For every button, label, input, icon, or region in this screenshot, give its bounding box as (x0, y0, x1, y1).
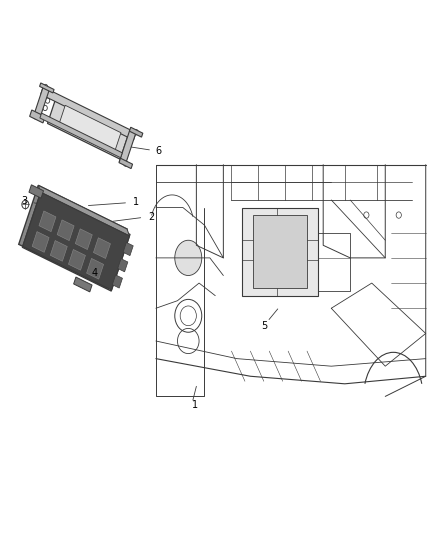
Bar (258, 265, 277, 280)
Polygon shape (57, 220, 74, 240)
Polygon shape (19, 185, 127, 288)
Polygon shape (119, 130, 136, 165)
Polygon shape (40, 113, 122, 158)
Bar (286, 244, 304, 259)
Text: 4: 4 (92, 268, 98, 278)
Text: 1: 1 (192, 400, 198, 410)
Bar (258, 244, 277, 259)
Polygon shape (23, 192, 130, 290)
Polygon shape (242, 207, 318, 296)
Polygon shape (113, 275, 123, 288)
Polygon shape (38, 185, 130, 236)
Bar (286, 265, 304, 280)
Text: 1: 1 (133, 197, 139, 207)
Polygon shape (68, 249, 85, 270)
Polygon shape (129, 127, 143, 137)
Polygon shape (118, 259, 128, 272)
Text: 5: 5 (261, 321, 268, 332)
Polygon shape (253, 215, 307, 288)
Text: 6: 6 (155, 146, 161, 156)
Polygon shape (29, 185, 43, 198)
Text: 3: 3 (21, 196, 27, 206)
Text: 2: 2 (148, 212, 155, 222)
Polygon shape (74, 277, 92, 292)
Bar (258, 223, 277, 238)
Polygon shape (41, 87, 136, 140)
Polygon shape (87, 259, 104, 279)
Polygon shape (34, 87, 49, 117)
Polygon shape (75, 229, 92, 249)
Polygon shape (123, 243, 133, 256)
Polygon shape (30, 110, 45, 123)
Polygon shape (47, 96, 129, 159)
Ellipse shape (175, 240, 202, 276)
Polygon shape (59, 106, 121, 152)
Polygon shape (119, 158, 133, 168)
Bar (286, 223, 304, 238)
Polygon shape (39, 83, 54, 93)
Polygon shape (50, 240, 67, 261)
Polygon shape (32, 232, 49, 252)
Polygon shape (39, 211, 56, 232)
Polygon shape (93, 238, 110, 259)
